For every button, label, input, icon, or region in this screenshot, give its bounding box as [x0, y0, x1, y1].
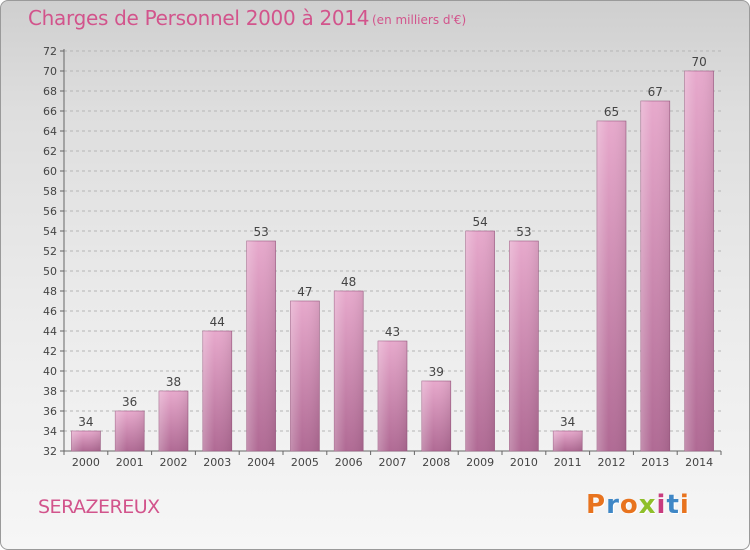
y-tick-label: 62: [43, 145, 57, 158]
y-tick-label: 32: [43, 445, 57, 458]
logo-letter: t: [666, 490, 680, 520]
x-tick-label: 2003: [203, 456, 231, 469]
y-tick-label: 56: [43, 205, 57, 218]
x-tick-label: 2013: [641, 456, 669, 469]
bar-sheen: [421, 381, 451, 451]
bar-sheen: [465, 231, 495, 451]
proxiti-logo[interactable]: Proxiti: [586, 490, 690, 520]
x-tick-label: 2000: [72, 456, 100, 469]
x-tick-label: 2006: [335, 456, 363, 469]
y-tick-label: 48: [43, 285, 57, 298]
logo-letter: i: [656, 490, 667, 520]
value-label: 39: [429, 365, 444, 379]
bar-sheen: [334, 291, 364, 451]
x-tick-label: 2001: [116, 456, 144, 469]
bar-sheen: [246, 241, 276, 451]
bar-sheen: [290, 301, 320, 451]
y-tick-label: 40: [43, 365, 57, 378]
value-label: 43: [385, 325, 400, 339]
y-tick-label: 50: [43, 265, 57, 278]
y-tick-label: 54: [43, 225, 57, 238]
value-label: 70: [691, 55, 706, 69]
bar-layer: [71, 70, 714, 452]
y-tick-label: 66: [43, 105, 57, 118]
bar-sheen: [684, 71, 714, 451]
x-tick-label: 2007: [379, 456, 407, 469]
bar-sheen: [202, 331, 232, 451]
x-tick-label: 2004: [247, 456, 275, 469]
x-tick-label: 2012: [598, 456, 626, 469]
value-label: 54: [472, 215, 487, 229]
y-tick-label: 70: [43, 65, 57, 78]
bar-sheen: [378, 341, 407, 451]
y-tick-label: 52: [43, 245, 57, 258]
y-tick-label: 38: [43, 385, 57, 398]
y-tick-label: 72: [43, 45, 57, 58]
value-label: 38: [166, 375, 181, 389]
y-tick-label: 44: [43, 325, 57, 338]
y-tick-label: 36: [43, 405, 57, 418]
y-tick-label: 46: [43, 305, 57, 318]
logo-letter: P: [586, 490, 607, 520]
commune-name: SERAZEREUX: [38, 496, 160, 518]
logo-letter: i: [679, 490, 690, 520]
y-tick-label: 60: [43, 165, 57, 178]
x-tick-label: 2014: [685, 456, 713, 469]
y-tick-label: 58: [43, 185, 57, 198]
value-label: 48: [341, 275, 356, 289]
bar-sheen: [509, 241, 539, 451]
bar-sheen: [553, 431, 583, 451]
x-tick-label: 2002: [160, 456, 188, 469]
bar-sheen: [640, 101, 670, 451]
bar-sheen: [597, 121, 626, 451]
x-tick-label: 2011: [554, 456, 582, 469]
bar-sheen: [71, 431, 101, 451]
bar-sheen: [159, 391, 188, 451]
bar-sheen: [115, 411, 145, 451]
logo-letter: x: [638, 490, 657, 520]
value-label: 53: [516, 225, 531, 239]
value-label: 67: [648, 85, 663, 99]
value-label: 53: [253, 225, 268, 239]
y-tick-label: 64: [43, 125, 57, 138]
value-label: 36: [122, 395, 137, 409]
logo-letter: r: [606, 490, 620, 520]
logo-letter: o: [619, 490, 639, 520]
value-label: 65: [604, 105, 619, 119]
x-tick-label: 2009: [466, 456, 494, 469]
x-tick-label: 2005: [291, 456, 319, 469]
value-label: 34: [560, 415, 575, 429]
value-label: 47: [297, 285, 312, 299]
y-tick-label: 34: [43, 425, 57, 438]
axis-layer: 32 34 36 38 40 42 44 46 48 50 52 54 56 58 60 62 64 66 68 70…: [43, 45, 722, 458]
y-tick-label: 68: [43, 85, 57, 98]
label-layer: 2000 34 2001 36 2002 38 2003 44 2004 53 2005 47 2006…: [72, 55, 713, 469]
y-tick-label: 42: [43, 345, 57, 358]
x-tick-label: 2010: [510, 456, 538, 469]
chart-title: Charges de Personnel 2000 à 2014: [28, 6, 370, 30]
x-tick-label: 2008: [422, 456, 450, 469]
value-label: 34: [78, 415, 93, 429]
chart-subtitle: (en milliers d'€): [372, 13, 467, 27]
value-label: 44: [210, 315, 225, 329]
